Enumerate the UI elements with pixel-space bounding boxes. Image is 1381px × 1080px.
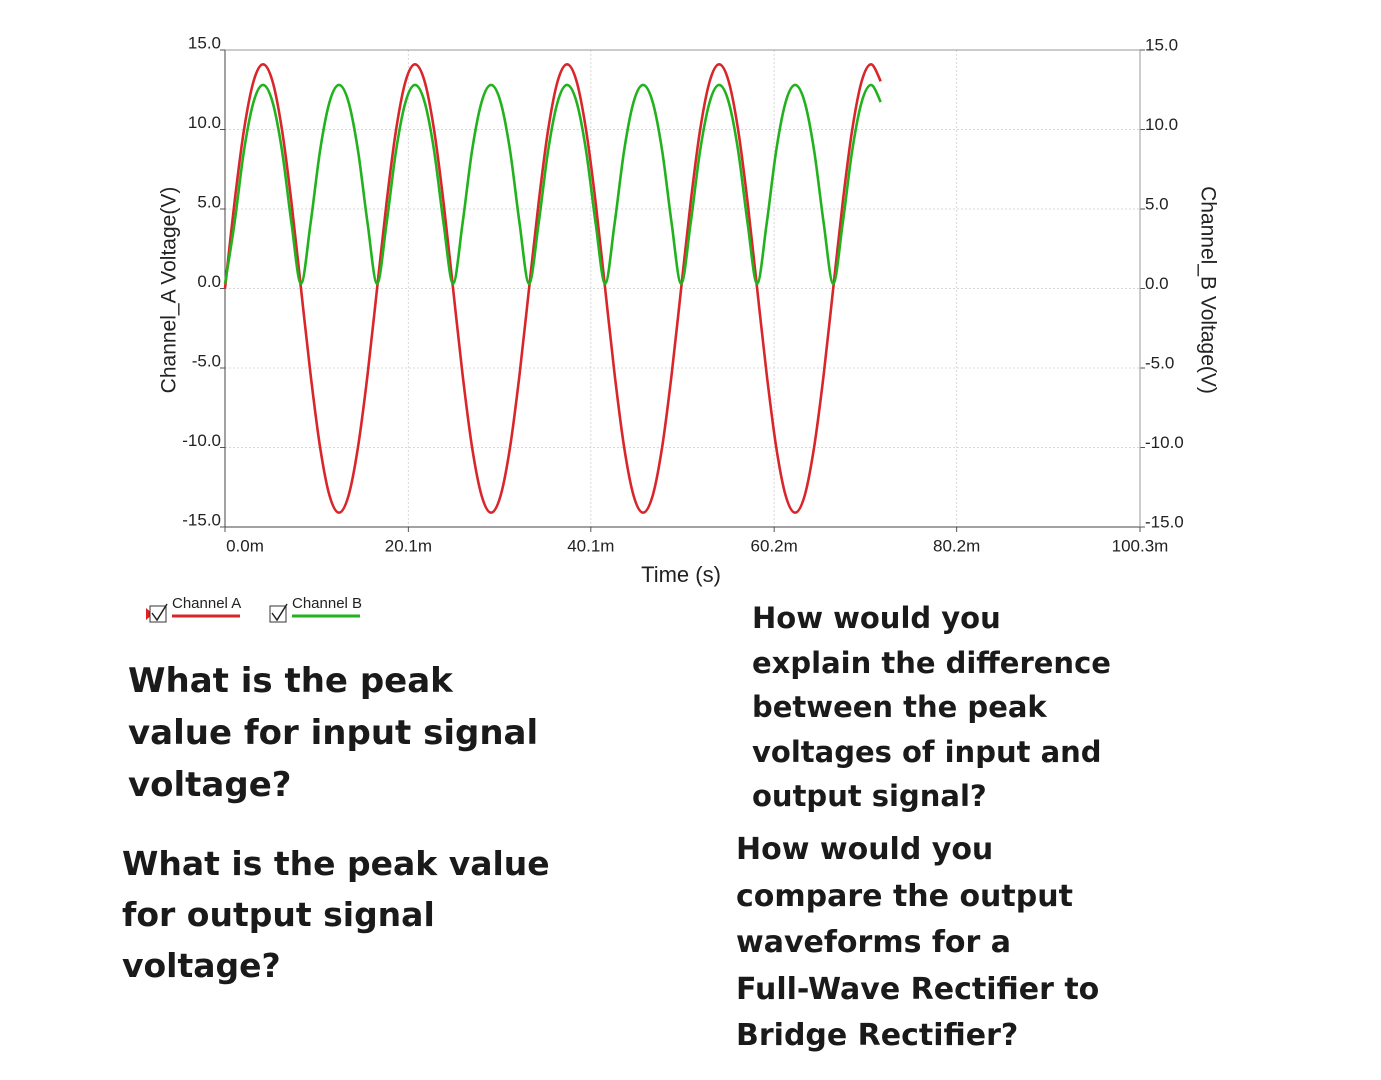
question-line: voltage? [128,765,292,805]
question-line: Bridge Rectifier? [736,1018,1019,1053]
question: What is the peak value for input signal vo… [128,655,538,811]
chart: Channel_A Voltage(V) Channel_B Voltage(V… [146,33,1219,623]
question: What is the peak value for output signal v… [122,838,550,991]
checkmark [151,603,168,622]
y-tick-label: -10.0 [182,431,221,450]
legend-checkbox[interactable] [269,605,287,623]
legend-item[interactable]: Channel A [149,595,241,623]
x-tick-label: 0.0m [226,536,264,555]
x-tick-label: 100.3m [1112,536,1169,555]
question-line: What is the peak value [122,844,550,883]
y-tick-label: 0.0 [197,272,221,291]
x-axis-title: Time (s) [641,562,721,587]
question-line: explain the difference [752,645,1111,680]
y2-tick-label: 5.0 [1145,194,1169,213]
y2-tick-label: 15.0 [1145,35,1178,54]
y2-tick-label: 0.0 [1145,274,1169,293]
x-tick-label: 80.2m [933,536,980,555]
question-line: How would you [752,601,1001,635]
y-tick-label: -5.0 [192,351,221,370]
question-line: compare the output [736,878,1073,914]
x-tick-label: 40.1m [567,536,614,555]
y-tick-label: -15.0 [182,510,221,529]
y-axis-title: Channel_A Voltage(V) [158,187,181,394]
y2-tick-label: -10.0 [1145,433,1184,452]
legend-item[interactable]: Channel B [269,595,362,623]
question: How would you compare the output waveforms… [736,827,1099,1060]
question-line: Full-Wave Rectifier to [736,971,1100,1007]
x-tick-label: 60.2m [751,536,798,555]
y-tick-label: 5.0 [197,192,221,211]
question-line: What is the peak [128,661,453,701]
legend-label: Channel B [292,595,362,612]
y2-axis-title: Channel_B Voltage(V) [1196,186,1219,394]
series-line [223,83,882,286]
question-line: between the peak [752,690,1047,724]
checkmark [271,603,288,622]
y2-tick-label: -5.0 [1145,353,1174,372]
y2-tick-label: -15.0 [1145,512,1184,531]
legend-label: Channel A [172,595,241,612]
x-tick-label: 20.1m [385,536,432,555]
y-tick-label: 15.0 [188,33,221,52]
series-line [223,63,882,514]
question-line: for output signal [122,895,435,934]
y2-tick-label: 10.0 [1145,115,1178,134]
question-line: waveforms for a [736,925,1012,960]
question-line: output signal? [752,779,987,813]
question-line: voltages of input and [752,734,1102,769]
question-line: voltage? [122,946,281,985]
y-tick-label: 10.0 [188,113,221,132]
question: How would you explain the difference betwe… [752,596,1111,819]
question-line: How would you [736,832,994,867]
question-line: value for input signal [128,713,539,753]
legend-checkbox[interactable] [149,605,167,623]
